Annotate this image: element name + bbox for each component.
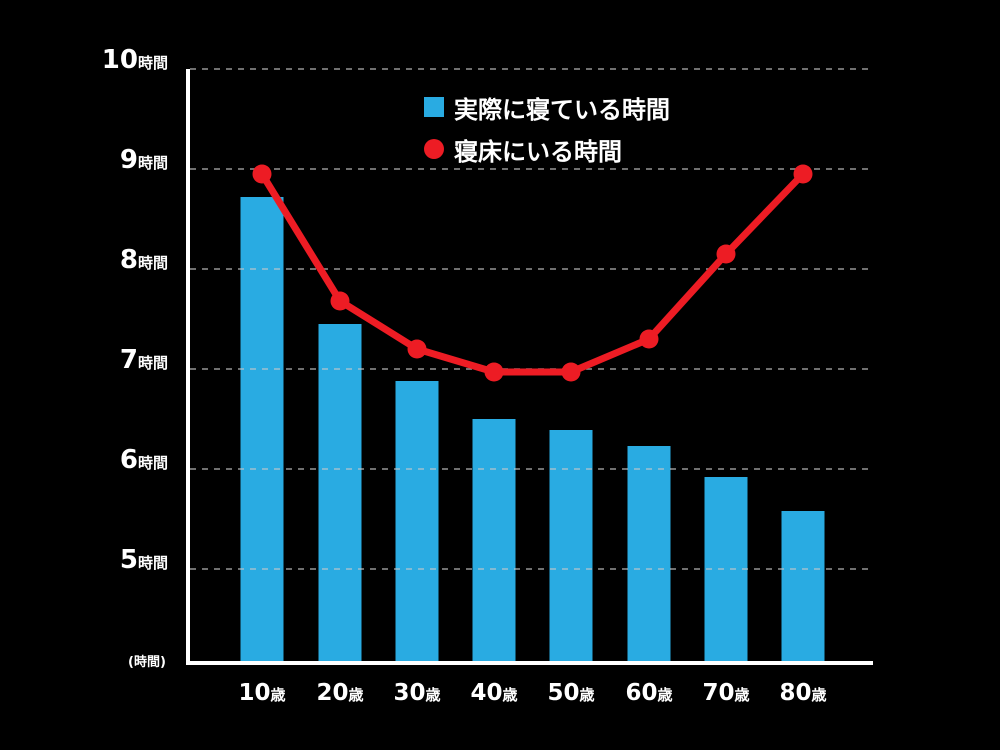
legend-label: 寝床にいる時間 bbox=[454, 137, 622, 166]
x-tick-label: 40歳 bbox=[470, 680, 518, 706]
line-path bbox=[259, 171, 806, 376]
y-tick-label: 5時間 bbox=[119, 545, 168, 575]
line-point bbox=[716, 244, 736, 264]
x-tick-label: 60歳 bbox=[625, 680, 673, 706]
y-tick-label: 7時間 bbox=[119, 345, 168, 375]
bar bbox=[704, 477, 748, 663]
line-point bbox=[793, 164, 813, 184]
legend-item-line: 寝床にいる時間 bbox=[424, 128, 670, 170]
bar-series bbox=[240, 197, 825, 663]
line-series bbox=[252, 164, 813, 382]
line-point bbox=[252, 164, 272, 184]
circle-marker-icon bbox=[424, 139, 444, 159]
bar bbox=[240, 197, 284, 663]
bar bbox=[472, 419, 516, 663]
bar bbox=[781, 511, 825, 663]
line-point bbox=[330, 291, 350, 311]
x-tick-label: 70歳 bbox=[702, 680, 750, 706]
line-point bbox=[639, 329, 659, 349]
line-point bbox=[561, 362, 581, 382]
x-tick-label: 50歳 bbox=[547, 680, 595, 706]
x-tick-label: 80歳 bbox=[779, 680, 827, 706]
y-tick-label: 10時間 bbox=[101, 45, 168, 75]
line-point bbox=[484, 362, 504, 382]
bar bbox=[395, 381, 439, 663]
line-point bbox=[407, 339, 427, 359]
x-tick-label: 30歳 bbox=[393, 680, 441, 706]
x-tick-label: 10歳 bbox=[238, 680, 286, 706]
y-tick-label: 9時間 bbox=[119, 145, 168, 175]
legend-item-bar: 実際に寝ている時間 bbox=[424, 86, 670, 128]
y-tick-label: 8時間 bbox=[119, 245, 168, 275]
legend: 実際に寝ている時間 寝床にいる時間 bbox=[424, 86, 670, 170]
square-marker-icon bbox=[424, 97, 444, 117]
x-tick-label: 20歳 bbox=[316, 680, 364, 706]
bar bbox=[627, 446, 671, 663]
legend-label: 実際に寝ている時間 bbox=[454, 95, 670, 124]
bar bbox=[318, 324, 362, 663]
y-tick-label: 6時間 bbox=[119, 445, 168, 475]
bar bbox=[549, 430, 593, 663]
y-axis-unit-label: (時間) bbox=[128, 655, 166, 670]
